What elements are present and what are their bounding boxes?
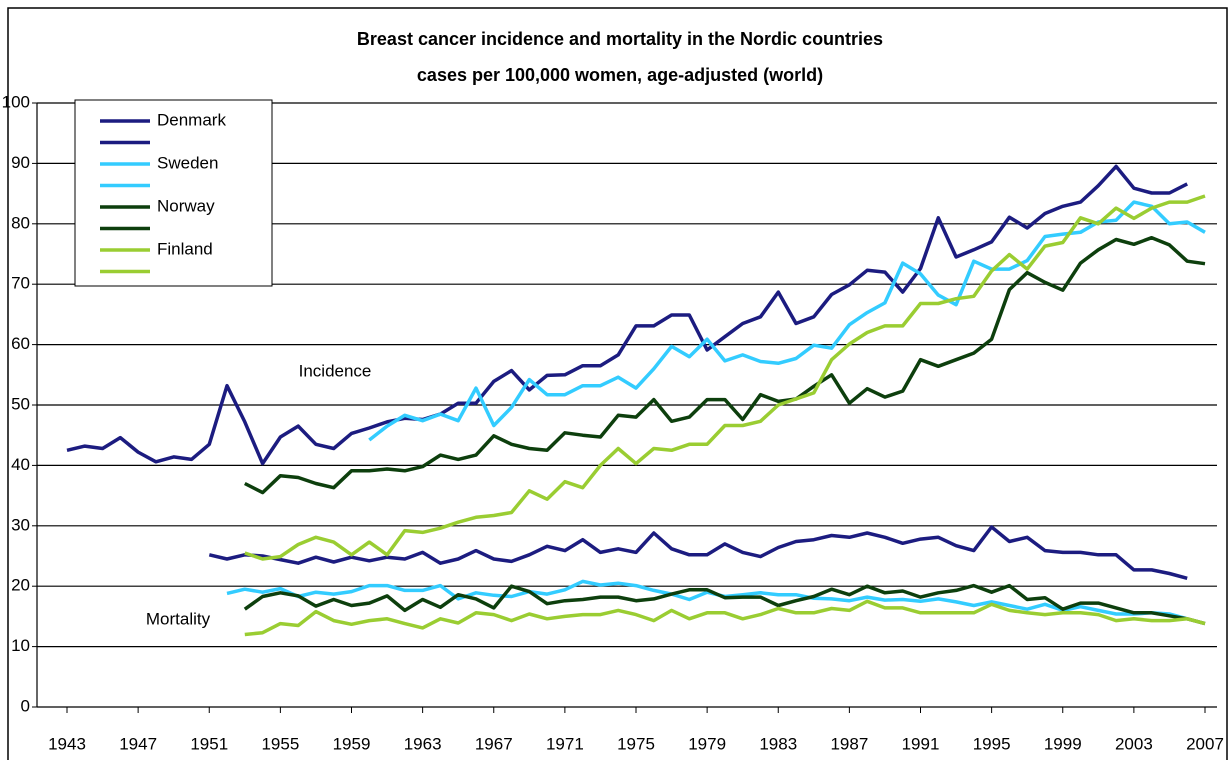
x-tick-label: 1995 bbox=[973, 734, 1011, 753]
x-tick-label: 1987 bbox=[830, 734, 868, 753]
x-tick-label: 2007 bbox=[1186, 734, 1224, 753]
x-tick-label: 1991 bbox=[902, 734, 940, 753]
series-line bbox=[208, 525, 1188, 580]
chart-subtitle: cases per 100,000 women, age-adjusted (w… bbox=[417, 65, 823, 85]
y-tick-label: 70 bbox=[11, 274, 30, 293]
y-tick-label: 40 bbox=[11, 455, 30, 474]
x-tick-label: 1971 bbox=[546, 734, 584, 753]
x-tick-label: 1963 bbox=[404, 734, 442, 753]
x-tick-label: 1979 bbox=[688, 734, 726, 753]
x-tick-label: 1947 bbox=[119, 734, 157, 753]
chart-title: Breast cancer incidence and mortality in… bbox=[357, 29, 883, 49]
x-tick-label: 1983 bbox=[759, 734, 797, 753]
y-tick-label: 90 bbox=[11, 153, 30, 172]
y-tick-label: 20 bbox=[11, 576, 30, 595]
annotation: Mortality bbox=[146, 609, 211, 628]
legend-label: Finland bbox=[157, 239, 213, 258]
x-tick-label: 1943 bbox=[48, 734, 86, 753]
y-tick-label: 50 bbox=[11, 394, 30, 413]
x-tick-label: 1951 bbox=[190, 734, 228, 753]
annotation: Incidence bbox=[299, 361, 372, 380]
y-tick-label: 60 bbox=[11, 334, 30, 353]
x-tick-label: 1967 bbox=[475, 734, 513, 753]
series-line bbox=[244, 194, 1206, 561]
series-line bbox=[66, 164, 1188, 466]
series-line bbox=[226, 579, 1188, 621]
legend-box bbox=[74, 99, 273, 287]
legend-label: Denmark bbox=[157, 110, 226, 129]
y-tick-label: 100 bbox=[2, 92, 30, 111]
x-tick-label: 1975 bbox=[617, 734, 655, 753]
x-tick-label: 2003 bbox=[1115, 734, 1153, 753]
y-tick-label: 80 bbox=[11, 213, 30, 232]
series-line bbox=[243, 583, 1206, 626]
series-line bbox=[368, 200, 1206, 442]
series-line bbox=[244, 235, 1206, 495]
series-line bbox=[244, 599, 1206, 637]
x-tick-label: 1955 bbox=[261, 734, 299, 753]
legend-label: Norway bbox=[157, 196, 215, 215]
x-tick-label: 1959 bbox=[333, 734, 371, 753]
y-tick-label: 0 bbox=[21, 696, 30, 715]
y-tick-label: 30 bbox=[11, 515, 30, 534]
legend-label: Sweden bbox=[157, 153, 218, 172]
y-tick-label: 10 bbox=[11, 636, 30, 655]
x-tick-label: 1999 bbox=[1044, 734, 1082, 753]
